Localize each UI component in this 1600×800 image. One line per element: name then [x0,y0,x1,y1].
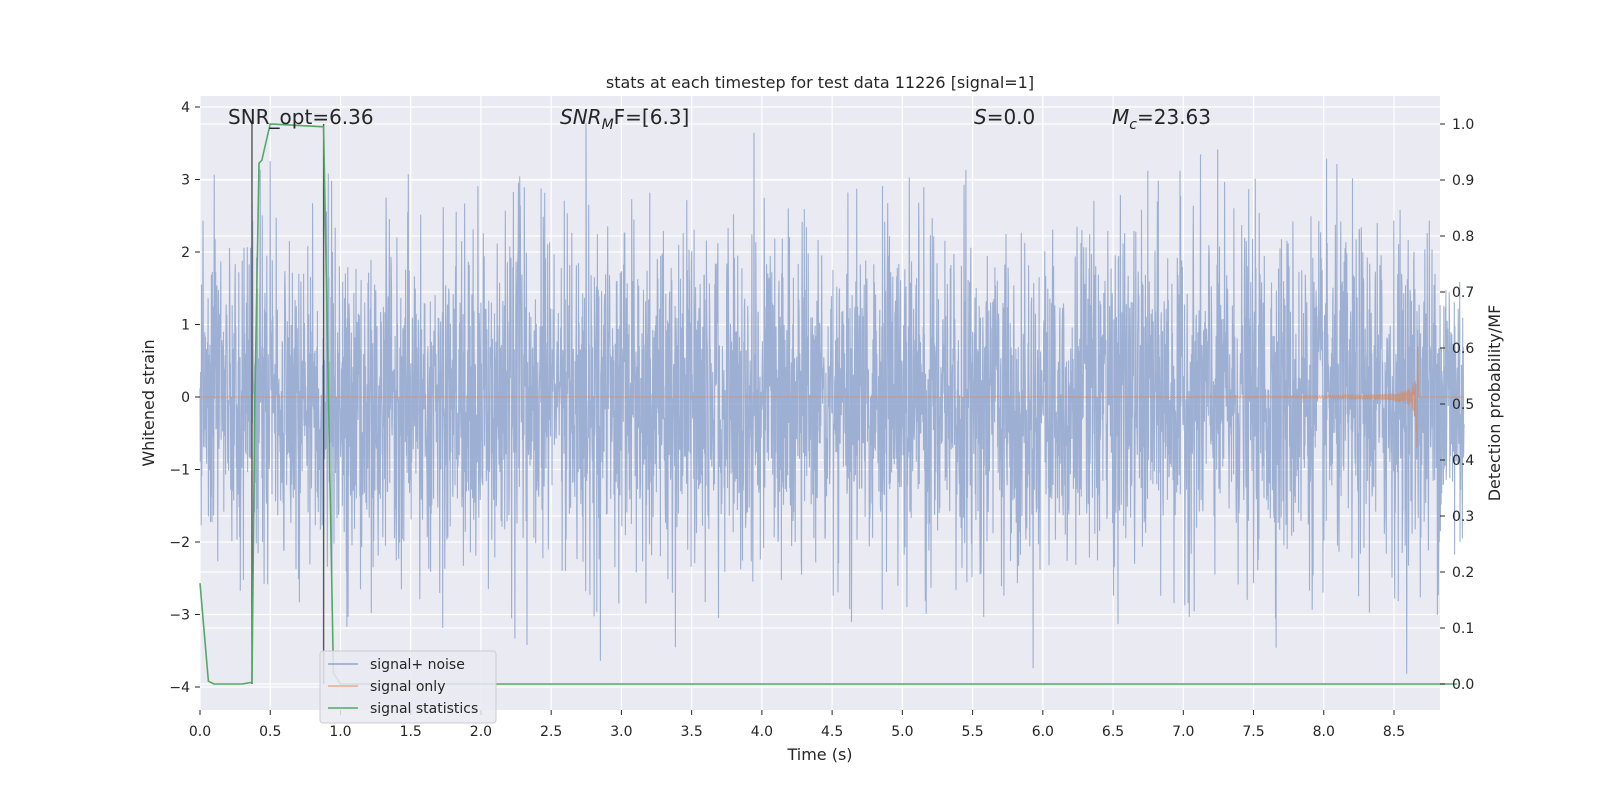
x-tick-label: 0.5 [259,724,281,740]
vertical-markers [251,124,325,684]
snr-mf-sub: M [602,117,614,133]
legend-label-stats: signal statistics [370,701,478,717]
y-tick-label: −2 [169,535,190,551]
y-tick-label: 0 [181,390,190,406]
y2-tick-label: 0.5 [1452,397,1474,413]
x-tick-label: 2.0 [470,724,492,740]
mc-base: M [1112,105,1129,129]
annotation-mc: Mc=23.63 [1112,105,1211,133]
series-signal-only [199,346,1465,448]
y-axis-ticks: −4 −3 −2 −1 0 1 2 3 4 [169,100,200,696]
y2-tick-label: 0.7 [1452,285,1474,301]
y2-tick-label: 0.1 [1452,621,1474,637]
y2-axis-ticks: 0.0 0.1 0.2 0.3 0.4 0.5 0.6 0.7 0.8 0.9 1.0 [1440,117,1474,693]
y2-tick-label: 0.9 [1452,173,1474,189]
y2-axis-title: Detection probability/MF [1485,305,1504,502]
x-tick-label: 0.0 [189,724,211,740]
annotation-snr-mf: SNRMF=[6.3] [560,105,689,133]
y2-tick-label: 0.0 [1452,677,1474,693]
y-tick-label: −4 [169,680,190,696]
s-label: S [974,105,987,129]
x-axis-title: Time (s) [786,745,852,764]
mc-sub: c [1129,117,1137,133]
x-tick-label: 7.5 [1242,724,1264,740]
y2-tick-label: 0.4 [1452,453,1474,469]
y2-tick-label: 0.6 [1452,341,1474,357]
y-tick-label: −3 [169,608,190,624]
annotation-s: S=0.0 [974,105,1035,129]
x-tick-label: 3.5 [681,724,703,740]
x-tick-label: 3.0 [610,724,632,740]
x-tick-label: 6.5 [1102,724,1124,740]
x-tick-label: 5.0 [891,724,913,740]
x-tick-label: 8.0 [1313,724,1335,740]
y-tick-label: −1 [169,463,190,479]
y-axis-title: Whitened strain [139,339,158,466]
series-signal-noise [199,122,1465,674]
y-tick-label: 4 [181,100,190,116]
legend-box [319,650,497,724]
y2-tick-label: 1.0 [1452,117,1474,133]
x-tick-label: 5.5 [961,724,983,740]
s-value: =0.0 [987,105,1036,129]
signal-line [199,346,1465,448]
x-tick-label: 1.0 [329,724,351,740]
x-tick-label: 7.0 [1172,724,1194,740]
x-tick-label: 4.0 [751,724,773,740]
snr-mf-rest: F=[6.3] [614,105,690,129]
mc-value: =23.63 [1137,105,1211,129]
legend-label-noise: signal+ noise [370,657,465,673]
noise-line [199,122,1465,674]
legend: signal+ noise signal only signal statist… [319,650,497,724]
y2-tick-label: 0.3 [1452,509,1474,525]
snr-mf-base: SNR [560,105,602,129]
legend-label-signal: signal only [370,679,445,695]
x-tick-label: 8.5 [1383,724,1405,740]
x-tick-label: 1.5 [400,724,422,740]
x-tick-label: 4.5 [821,724,843,740]
x-tick-label: 2.5 [540,724,562,740]
y2-tick-label: 0.2 [1452,565,1474,581]
y-tick-label: 3 [181,173,190,189]
annotation-snr-opt: SNR_opt=6.36 [228,105,374,129]
y-tick-label: 2 [181,245,190,261]
y2-tick-label: 0.8 [1452,229,1474,245]
chart-title: stats at each timestep for test data 112… [606,73,1034,92]
y-tick-label: 1 [181,318,190,334]
x-tick-label: 6.0 [1032,724,1054,740]
x-axis-ticks: 0.0 0.5 1.0 1.5 2.0 2.5 3.0 3.5 4.0 4.5 5.0 5.5 6.0 6… [189,710,1405,740]
